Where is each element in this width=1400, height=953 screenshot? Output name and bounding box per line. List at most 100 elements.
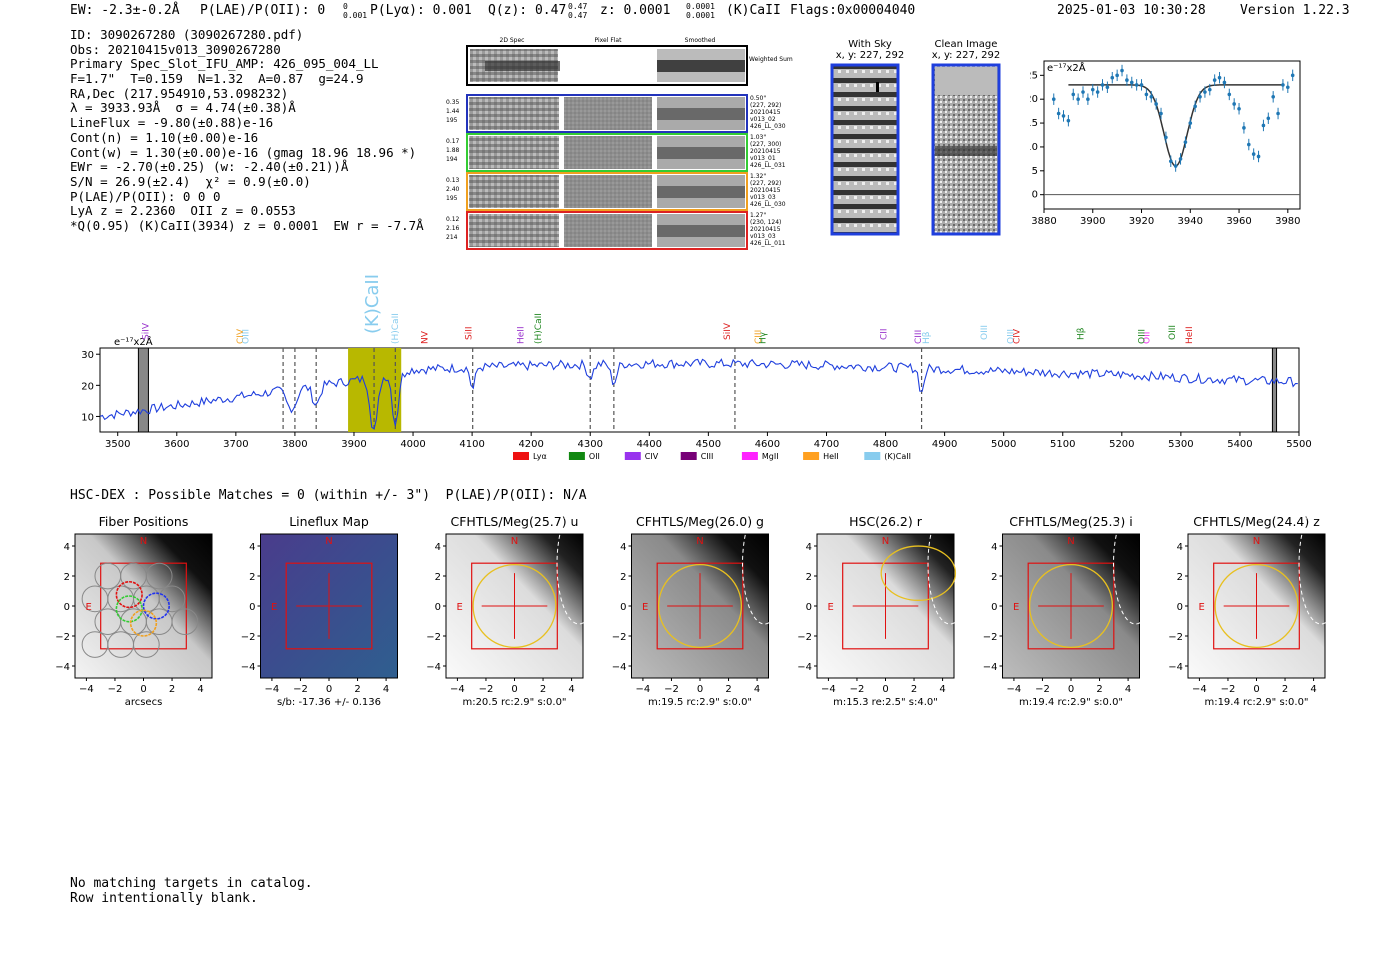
aperture-box	[285, 562, 373, 650]
image-xtick-label: −4	[1007, 684, 1022, 695]
zoom-data-point	[1125, 78, 1129, 82]
zoom-data-point	[1168, 159, 1173, 164]
spectrum-ytick-label: 10	[81, 412, 94, 423]
image-ytick-label: −2	[426, 632, 441, 643]
zoom-data-point	[1086, 97, 1090, 101]
zoom-data-point	[1066, 118, 1071, 123]
east-label: E	[1199, 602, 1205, 613]
north-label: N	[696, 536, 703, 547]
image-ytick-label: 0	[991, 602, 997, 613]
zoom-data-point	[1247, 142, 1251, 147]
legend-label: HeII	[823, 452, 839, 461]
spectrum-xtick-label: 3500	[105, 439, 130, 450]
image-xtick-label: −2	[664, 684, 679, 695]
zoom-xtick-label: 3920	[1129, 216, 1154, 227]
info-cont-n: Cont(n) = 1.10(±0.00)e-16	[70, 129, 259, 145]
zoom-xtick-label: 3960	[1226, 216, 1251, 227]
cutout-right-label: (227, 300)	[750, 141, 781, 148]
info-lambda: λ = 3933.93Å σ = 4.74(±0.38)Å	[70, 100, 296, 116]
clean-title: Clean Image	[935, 39, 998, 50]
image-ytick-label: 4	[64, 542, 70, 553]
image-xtick-label: 2	[725, 684, 731, 695]
zoom-ytick-label: 15	[1030, 118, 1038, 129]
cutout-2d	[469, 97, 559, 130]
col-title-flat: Pixel Flat	[595, 37, 623, 44]
cutout-row-border	[466, 133, 748, 172]
spectral-line-label: OIII	[980, 325, 990, 340]
info-radec: RA,Dec (217.954910,53.098232)	[70, 85, 289, 101]
cutout-left-label: 214	[446, 234, 458, 241]
north-label: N	[325, 536, 332, 547]
fiber-circle	[171, 608, 199, 636]
cutout-right-label: 1.27"	[750, 212, 766, 219]
cutout-left-label: 2.16	[446, 225, 460, 232]
image-panel-title: CFHTLS/Meg(26.0) g	[636, 514, 764, 529]
neighbor-ellipse	[1298, 510, 1344, 625]
image-ytick-label: −4	[241, 662, 256, 673]
spectral-line-label: OIII	[1168, 325, 1178, 340]
zoom-data-point	[1110, 75, 1115, 80]
legend-swatch	[513, 452, 529, 460]
zoom-data-point	[1256, 154, 1261, 159]
image-xtick-label: −2	[1035, 684, 1050, 695]
image-xtick-label: 2	[169, 684, 175, 695]
cutout-row-border	[466, 94, 748, 133]
aperture-box	[100, 562, 187, 650]
spectrum-line	[99, 358, 1298, 430]
cutout-2d	[469, 175, 559, 208]
cutout-right-label: v013_03	[750, 233, 776, 240]
spectrum-xtick-label: 4700	[814, 439, 839, 450]
cutout-right-label: v013_02	[750, 116, 776, 123]
zoom-data-point	[1188, 121, 1193, 125]
image-ytick-label: −4	[612, 662, 627, 673]
line-fit-chart: 3880 3900 3920 3940 3960 3980 0 5 10 15 20 25 e⁻¹⁷x2…	[1030, 60, 1301, 227]
east-label: E	[271, 602, 277, 613]
zoom-data-point	[1203, 90, 1207, 94]
image-caption: s/b: -17.36 +/- 0.136	[277, 697, 381, 708]
zoom-data-point	[1105, 85, 1110, 90]
full-spectrum-chart: 3500 3600 3700 3800 3900 4000 4100 4200 4300 4400…	[81, 274, 1311, 461]
image-xtick-label: −4	[79, 684, 94, 695]
image-xtick-label: 0	[511, 684, 517, 695]
image-ytick-label: −4	[1168, 662, 1183, 673]
legend-swatch	[741, 452, 758, 460]
image-xtick-label: 4	[197, 684, 203, 695]
image-ytick-label: 4	[1177, 542, 1183, 553]
footer-line-2: Row intentionally blank.	[70, 891, 258, 906]
cutout-right-label: 20210415	[750, 148, 781, 155]
spectrum-xtick-label: 4500	[696, 439, 721, 450]
source-aperture	[472, 563, 557, 649]
image-xtick-label: 2	[911, 684, 917, 695]
cutout-left-label: 0.13	[446, 177, 460, 184]
image-ytick-label: 0	[620, 602, 626, 613]
cutout-right-label: (227, 292)	[750, 102, 781, 109]
cutout-flat	[564, 214, 652, 247]
spectrum-xtick-label: 4100	[459, 439, 484, 450]
image-xtick-label: 4	[383, 684, 389, 695]
image-ytick-label: 2	[991, 572, 997, 583]
zoom-data-point	[1193, 104, 1197, 109]
cutout-right-label: (227, 292)	[750, 180, 781, 187]
spectrum-xtick-label: 4900	[932, 439, 957, 450]
north-label: N	[882, 536, 889, 547]
info-best-z: *Q(0.95) (K)CaII(3934) z = 0.0001 EW r =…	[70, 217, 424, 233]
spectral-line-label: (H)CaII	[534, 313, 544, 344]
image-panel-title: CFHTLS/Meg(25.3) i	[1009, 514, 1133, 529]
zoom-data-point	[1173, 164, 1178, 168]
spectrum-xtick-label: 4200	[518, 439, 543, 450]
image-caption: m:20.5 rc:2.9" s:0.0"	[462, 697, 566, 708]
image-ytick-label: 0	[806, 602, 812, 613]
cutout-right-label: 426_LL_030	[750, 201, 786, 208]
image-ytick-label: 2	[806, 572, 812, 583]
image-xtick-label: −2	[850, 684, 865, 695]
image-xtick-label: −4	[1192, 684, 1207, 695]
image-xtick-label: −2	[293, 684, 308, 695]
fiber-circle	[145, 562, 173, 590]
image-ytick-label: −4	[983, 662, 998, 673]
source-aperture	[1214, 563, 1299, 649]
fiber-circle	[158, 585, 186, 613]
image-ytick-label: 0	[1177, 602, 1183, 613]
col-title-smooth: Smoothed	[685, 37, 716, 44]
spectrum-axes	[99, 347, 1300, 433]
zoom-data-point	[1222, 80, 1227, 85]
